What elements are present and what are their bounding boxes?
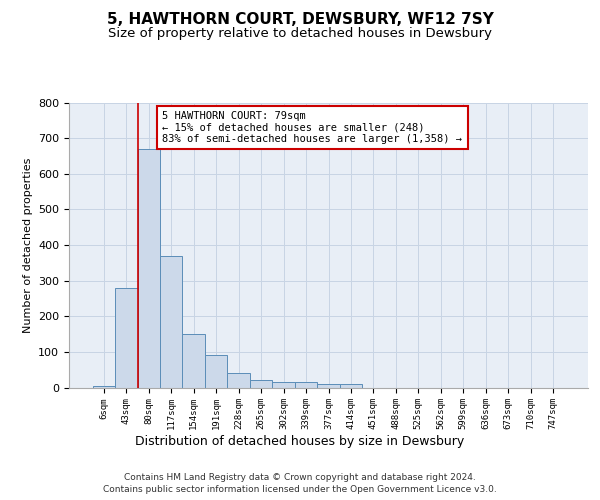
Text: 5, HAWTHORN COURT, DEWSBURY, WF12 7SY: 5, HAWTHORN COURT, DEWSBURY, WF12 7SY xyxy=(107,12,493,28)
Bar xyxy=(250,380,272,388)
Bar xyxy=(295,382,317,388)
Bar xyxy=(272,382,295,388)
Bar xyxy=(92,386,115,388)
Bar xyxy=(317,384,340,388)
Text: Contains HM Land Registry data © Crown copyright and database right 2024.: Contains HM Land Registry data © Crown c… xyxy=(124,472,476,482)
Bar xyxy=(160,256,182,388)
Text: Distribution of detached houses by size in Dewsbury: Distribution of detached houses by size … xyxy=(136,435,464,448)
Text: Contains public sector information licensed under the Open Government Licence v3: Contains public sector information licen… xyxy=(103,485,497,494)
Text: 5 HAWTHORN COURT: 79sqm
← 15% of detached houses are smaller (248)
83% of semi-d: 5 HAWTHORN COURT: 79sqm ← 15% of detache… xyxy=(163,111,463,144)
Bar xyxy=(137,149,160,388)
Bar xyxy=(340,384,362,388)
Y-axis label: Number of detached properties: Number of detached properties xyxy=(23,158,32,332)
Bar xyxy=(182,334,205,388)
Text: Size of property relative to detached houses in Dewsbury: Size of property relative to detached ho… xyxy=(108,28,492,40)
Bar xyxy=(205,356,227,388)
Bar xyxy=(115,288,137,388)
Bar xyxy=(227,373,250,388)
